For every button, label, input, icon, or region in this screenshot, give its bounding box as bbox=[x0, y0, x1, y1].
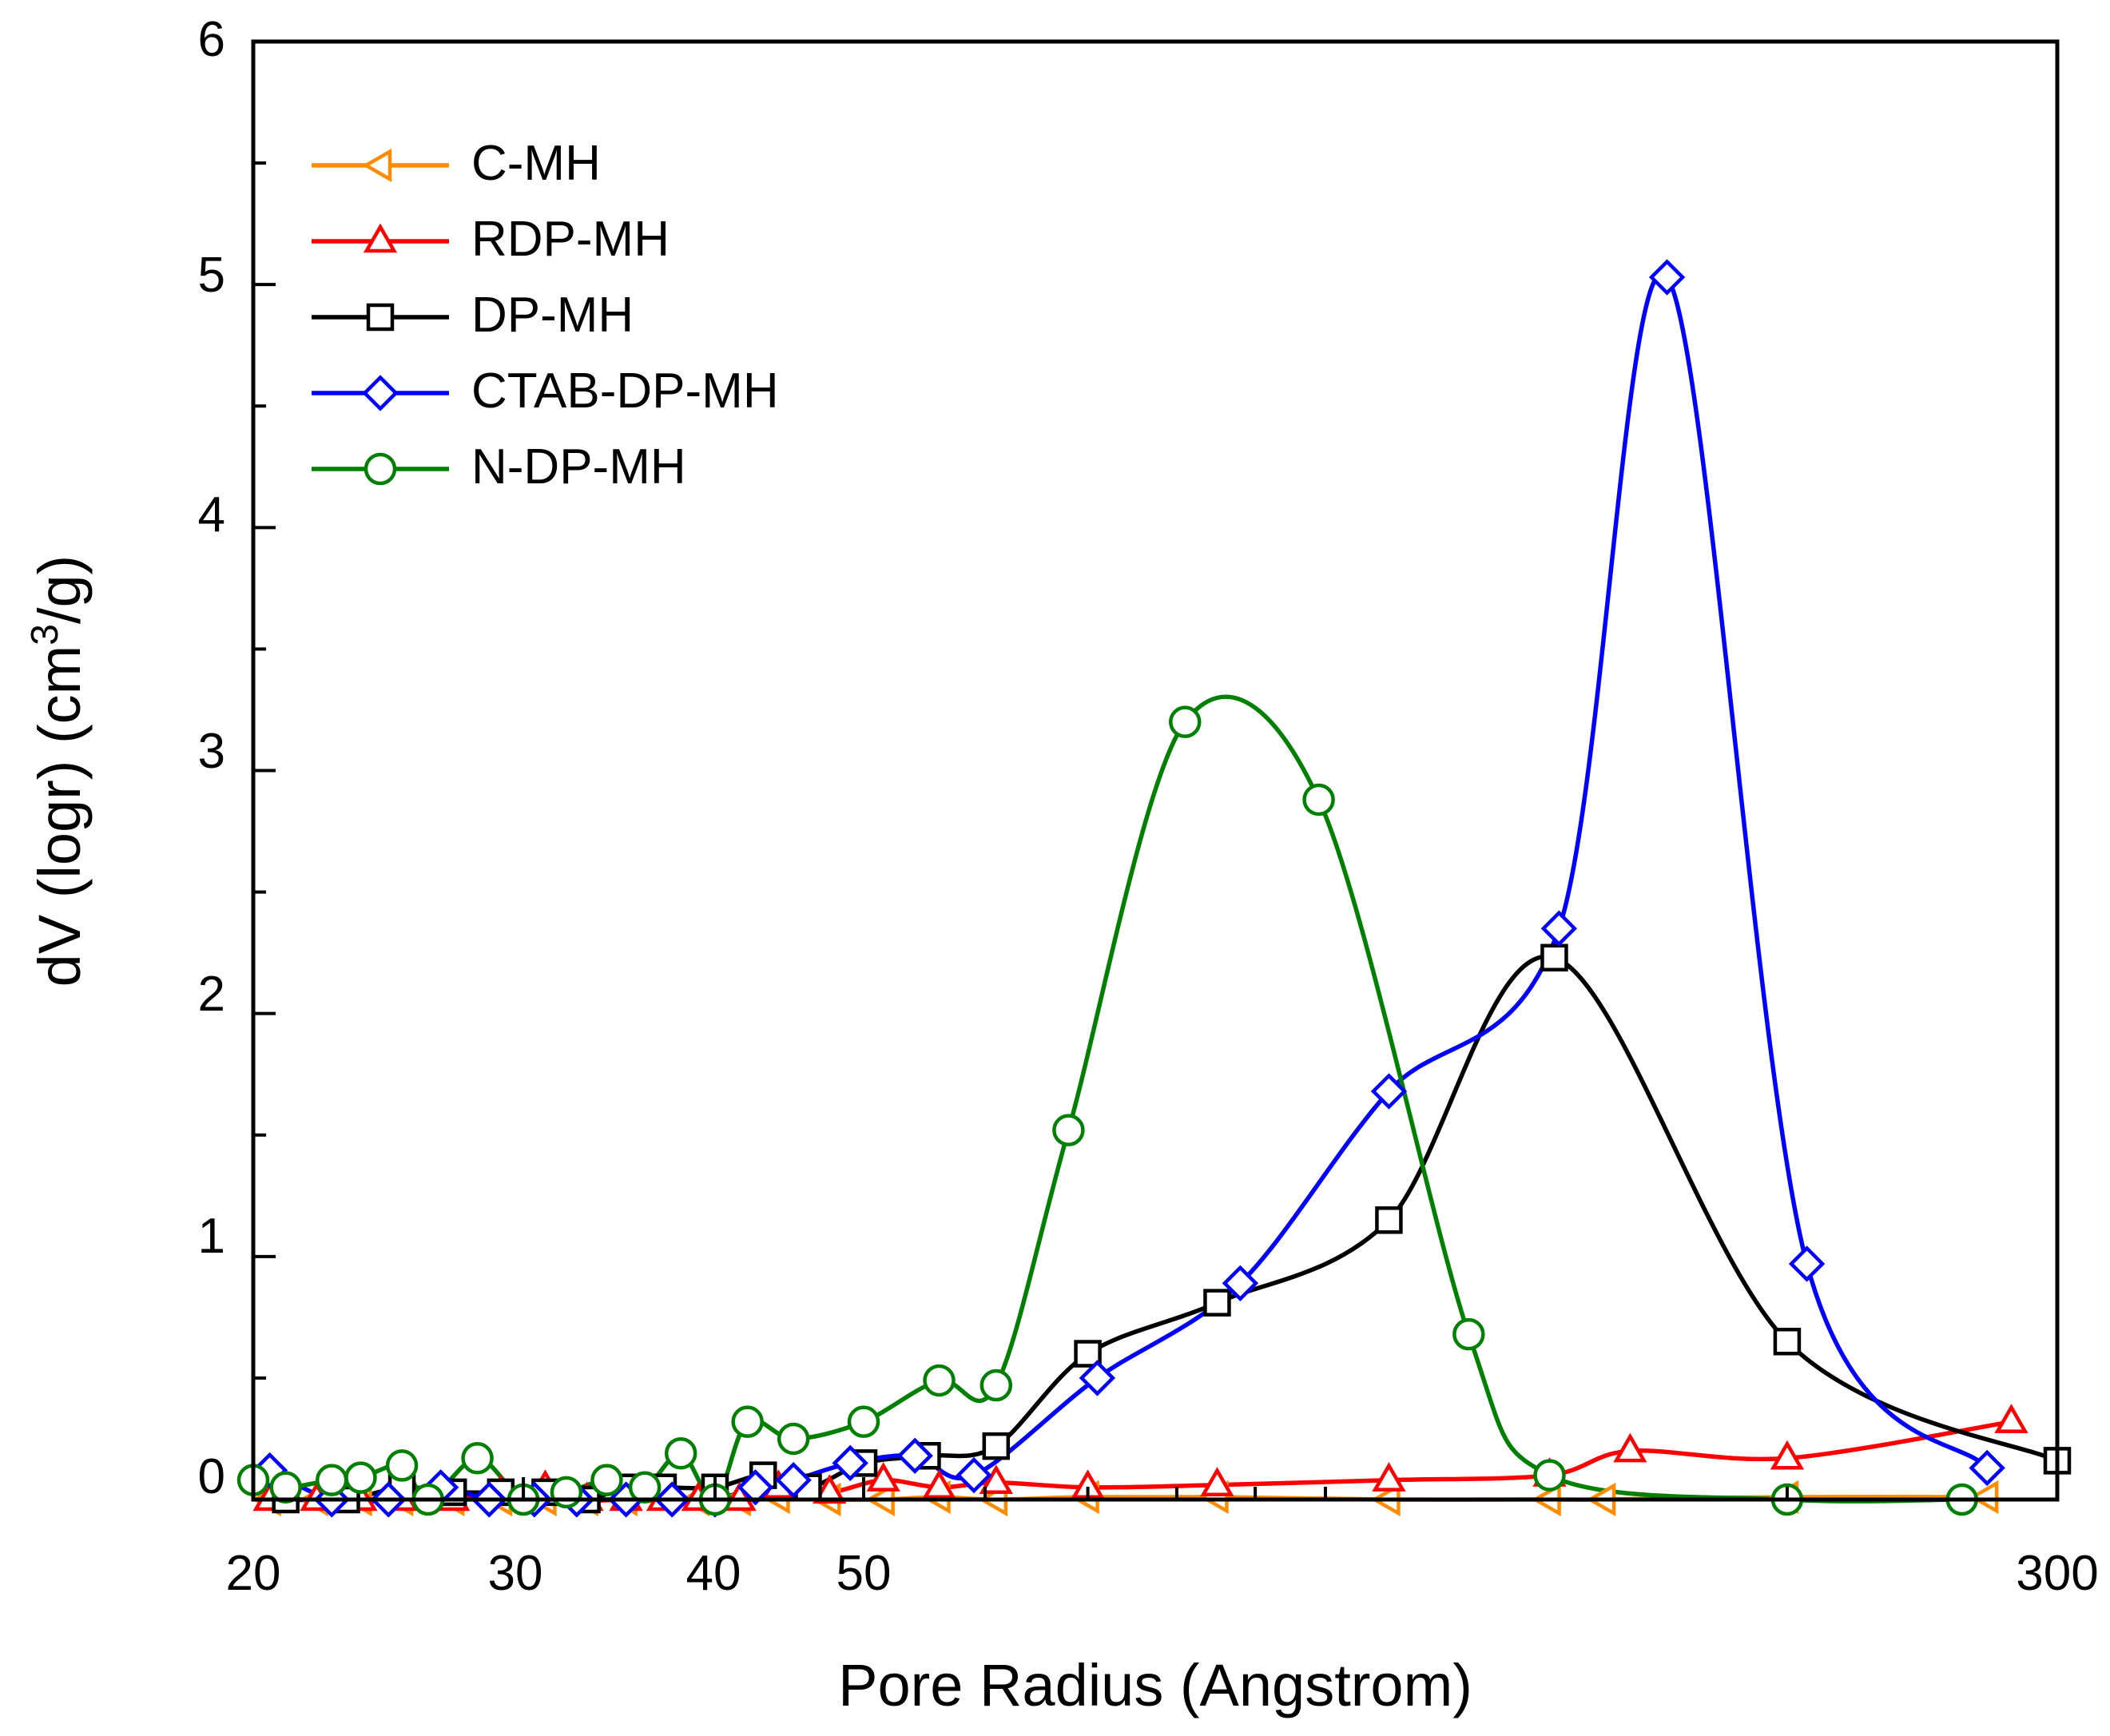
legend-item: DP-MH bbox=[312, 288, 634, 343]
legend-swatch-c-mh bbox=[312, 148, 449, 183]
data-point bbox=[775, 1461, 812, 1499]
x-tick-label-40: 40 bbox=[686, 1546, 741, 1601]
data-point bbox=[956, 1456, 992, 1494]
legend-swatch-ctab-dp-mh bbox=[312, 375, 449, 411]
legend-swatch-n-dp-mh bbox=[312, 452, 449, 486]
legend-label-n-dp-mh: N-DP-MH bbox=[471, 439, 686, 495]
legend: C-MH RDP-MH DP-MH CTAB-DP-MH N-DP-MH bbox=[312, 136, 779, 495]
data-point bbox=[1969, 1480, 1999, 1515]
y-axis-title: dV (logr) (cm3/g) bbox=[24, 555, 93, 987]
data-point bbox=[1452, 1317, 1485, 1351]
data-point bbox=[1079, 1360, 1116, 1396]
x-tick-label-50: 50 bbox=[836, 1546, 892, 1601]
x-tick-label-300: 300 bbox=[2016, 1546, 2098, 1601]
data-point bbox=[344, 1461, 377, 1494]
data-point bbox=[922, 1469, 956, 1500]
legend-item: RDP-MH bbox=[312, 212, 670, 267]
data-point bbox=[1788, 1245, 1826, 1282]
data-point bbox=[896, 1437, 933, 1474]
legend-label-ctab-dp-mh: CTAB-DP-MH bbox=[471, 363, 779, 419]
series-line-n-dp-mh bbox=[251, 694, 1965, 1504]
data-point bbox=[731, 1405, 764, 1438]
data-point bbox=[315, 1464, 348, 1496]
y-axis-title-prefix: dV (logr) (cm bbox=[26, 646, 93, 987]
data-point bbox=[1200, 1467, 1234, 1496]
y-tick-label-1: 1 bbox=[198, 1209, 225, 1264]
legend-marker bbox=[364, 452, 397, 486]
data-point bbox=[737, 1469, 774, 1506]
y-tick-label-4: 4 bbox=[198, 487, 225, 542]
y-tick-label-5: 5 bbox=[198, 248, 225, 303]
series-line-dp-mh bbox=[283, 954, 2060, 1503]
y-tick-label-2: 2 bbox=[198, 967, 225, 1022]
data-point bbox=[1052, 1114, 1085, 1146]
legend-item: N-DP-MH bbox=[312, 439, 686, 495]
data-point bbox=[979, 1464, 1013, 1494]
data-point bbox=[1372, 1462, 1406, 1492]
data-point bbox=[1773, 1328, 1802, 1356]
data-point bbox=[1533, 1459, 1566, 1492]
data-point bbox=[980, 1369, 1013, 1402]
data-point bbox=[1613, 1432, 1647, 1463]
y-axis-title-sup: 3 bbox=[24, 624, 66, 646]
plot-markers bbox=[236, 259, 2072, 1518]
data-point bbox=[1169, 705, 1202, 738]
x-tick-label-30: 30 bbox=[488, 1546, 543, 1601]
data-point bbox=[628, 1471, 662, 1504]
data-point bbox=[847, 1405, 880, 1438]
x-axis-title: Pore Radius (Angstrom) bbox=[838, 1652, 1472, 1718]
data-point bbox=[1969, 1449, 2005, 1487]
legend-label-c-mh: C-MH bbox=[471, 136, 601, 191]
x-axis-ticks bbox=[252, 1477, 2059, 1500]
y-tick-label-6: 6 bbox=[198, 12, 225, 67]
data-point bbox=[1648, 259, 1686, 296]
data-point bbox=[813, 1474, 847, 1504]
y-axis-title-suffix: /g) bbox=[26, 555, 93, 624]
legend-item: CTAB-DP-MH bbox=[312, 363, 779, 419]
data-point bbox=[664, 1436, 697, 1470]
data-point bbox=[866, 1462, 900, 1492]
data-point bbox=[923, 1364, 956, 1397]
legend-marker bbox=[362, 375, 399, 411]
legend-marker bbox=[362, 148, 392, 183]
data-point bbox=[590, 1464, 623, 1496]
legend-marker bbox=[366, 303, 395, 332]
series-points-n-dp-mh bbox=[236, 705, 1978, 1516]
data-point bbox=[461, 1442, 494, 1475]
data-point bbox=[1203, 1289, 1231, 1317]
legend-swatch-rdp-mh bbox=[312, 223, 449, 253]
data-point bbox=[982, 1432, 1011, 1460]
x-tick-label-20: 20 bbox=[226, 1546, 281, 1601]
legend-swatch-dp-mh bbox=[312, 303, 449, 332]
data-point bbox=[722, 1481, 757, 1512]
y-tick-label-3: 3 bbox=[198, 724, 225, 779]
legend-item: C-MH bbox=[312, 136, 601, 191]
data-point bbox=[1994, 1404, 2029, 1433]
data-point bbox=[832, 1444, 868, 1482]
data-point bbox=[269, 1471, 302, 1504]
legend-label-rdp-mh: RDP-MH bbox=[471, 212, 670, 267]
data-point bbox=[1375, 1206, 1403, 1234]
data-point bbox=[1370, 1073, 1408, 1110]
legend-marker bbox=[363, 223, 398, 253]
y-tick-label-0: 0 bbox=[198, 1449, 225, 1504]
data-point bbox=[1302, 783, 1335, 816]
y-axis-ticks bbox=[253, 40, 276, 1501]
data-point bbox=[550, 1476, 583, 1509]
data-point bbox=[1222, 1265, 1259, 1301]
legend-label-dp-mh: DP-MH bbox=[471, 288, 634, 343]
data-point bbox=[1540, 943, 1568, 971]
data-point bbox=[385, 1449, 419, 1482]
data-point bbox=[1770, 1440, 1805, 1470]
data-point bbox=[1540, 910, 1578, 947]
data-point bbox=[777, 1422, 810, 1456]
